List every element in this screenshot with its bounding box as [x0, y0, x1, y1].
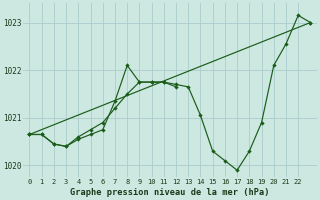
X-axis label: Graphe pression niveau de la mer (hPa): Graphe pression niveau de la mer (hPa) — [70, 188, 270, 197]
